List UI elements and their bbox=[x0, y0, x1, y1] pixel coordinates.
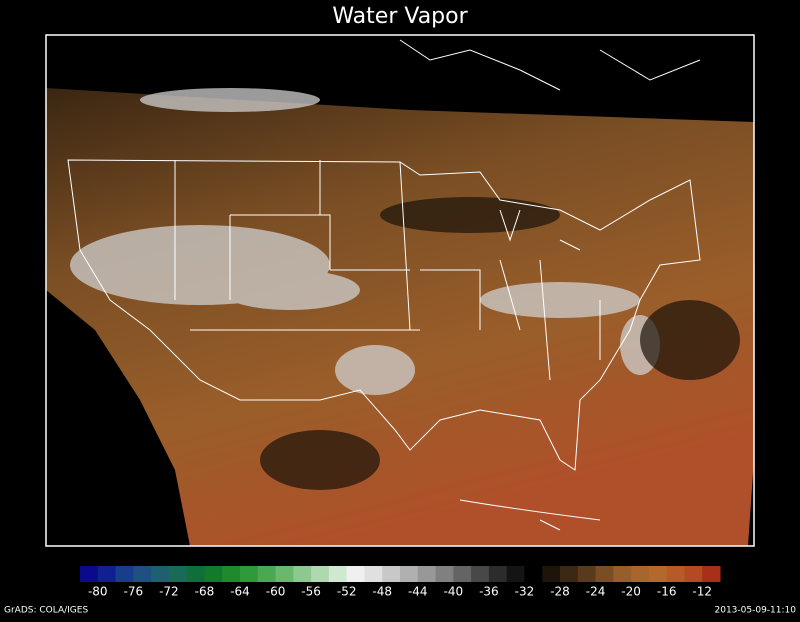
colorbar-swatch bbox=[133, 566, 152, 582]
colorbar-tick-label: -16 bbox=[657, 585, 677, 599]
colorbar-swatch bbox=[595, 566, 614, 582]
colorbar-swatch bbox=[151, 566, 170, 582]
colorbar-swatch bbox=[382, 566, 401, 582]
map bbox=[45, 34, 755, 547]
colorbar-swatch bbox=[560, 566, 579, 582]
colorbar-tick-label: -40 bbox=[444, 585, 464, 599]
colorbar-swatch bbox=[293, 566, 312, 582]
colorbar-tick-label: -60 bbox=[266, 585, 286, 599]
colorbar-swatch bbox=[684, 566, 703, 582]
colorbar-swatch bbox=[435, 566, 454, 582]
colorbar-swatch bbox=[613, 566, 632, 582]
colorbar-tick-label: -12 bbox=[692, 585, 712, 599]
colorbar-swatch bbox=[524, 566, 543, 582]
borders bbox=[67, 39, 701, 531]
colorbar-swatch bbox=[97, 566, 117, 582]
colorbar-tick-label: -20 bbox=[621, 585, 641, 599]
colorbar-swatch bbox=[168, 566, 188, 582]
colorbar-swatch bbox=[204, 566, 223, 582]
colorbar-tick-label: -80 bbox=[88, 585, 108, 599]
colorbar-tick-label: -64 bbox=[230, 585, 250, 599]
colorbar-swatch bbox=[648, 566, 668, 582]
map-frame bbox=[45, 34, 755, 547]
colorbar-swatch bbox=[346, 566, 365, 582]
imagery-coverage bbox=[46, 88, 754, 546]
colorbar-swatch bbox=[702, 566, 721, 582]
colorbar-tick-label: -72 bbox=[159, 585, 179, 599]
colorbar-swatch bbox=[488, 566, 508, 582]
colorbar-swatch bbox=[400, 566, 419, 582]
colorbar-swatch bbox=[222, 566, 241, 582]
colorbar-swatch bbox=[364, 566, 383, 582]
colorbar-tick-label: -44 bbox=[408, 585, 428, 599]
colorbar-swatch bbox=[257, 566, 277, 582]
colorbar-swatch bbox=[471, 566, 490, 582]
colorbar-swatch bbox=[453, 566, 472, 582]
colorbar-tick-label: -32 bbox=[515, 585, 535, 599]
colorbar-tick-label: -68 bbox=[195, 585, 215, 599]
colorbar-tick-label: -24 bbox=[586, 585, 606, 599]
colorbar-swatch bbox=[577, 566, 597, 582]
colorbar-swatch bbox=[417, 566, 437, 582]
colorbar-swatch bbox=[666, 566, 685, 582]
colorbar-swatch bbox=[328, 566, 348, 582]
footer-right: 2013-05-09-11:10 bbox=[715, 606, 797, 616]
colorbar-swatch bbox=[311, 566, 330, 582]
colorbar-swatch bbox=[631, 566, 650, 582]
colorbar-tick-label: -36 bbox=[479, 585, 499, 599]
colorbar-tick-label: -28 bbox=[550, 585, 570, 599]
colorbar-tick-label: -52 bbox=[337, 585, 357, 599]
title: Water Vapor bbox=[332, 4, 468, 29]
colorbar-swatch bbox=[80, 566, 99, 582]
colorbar-swatch bbox=[506, 566, 525, 582]
colorbar-tick-label: -48 bbox=[372, 585, 392, 599]
colorbar-swatch bbox=[240, 566, 259, 582]
colorbar-swatch bbox=[542, 566, 561, 582]
colorbar-swatch bbox=[115, 566, 134, 582]
colorbar-swatch bbox=[275, 566, 294, 582]
colorbar-swatch bbox=[186, 566, 205, 582]
footer-left: GrADS: COLA/IGES bbox=[4, 606, 88, 616]
colorbar-tick-label: -76 bbox=[124, 585, 144, 599]
colorbar-tick-label: -56 bbox=[301, 585, 321, 599]
colorbar: -80 -76 -72 -68 -64 -60 -56 -52 -48 -44 -40 -36 -32 -… bbox=[80, 566, 721, 599]
